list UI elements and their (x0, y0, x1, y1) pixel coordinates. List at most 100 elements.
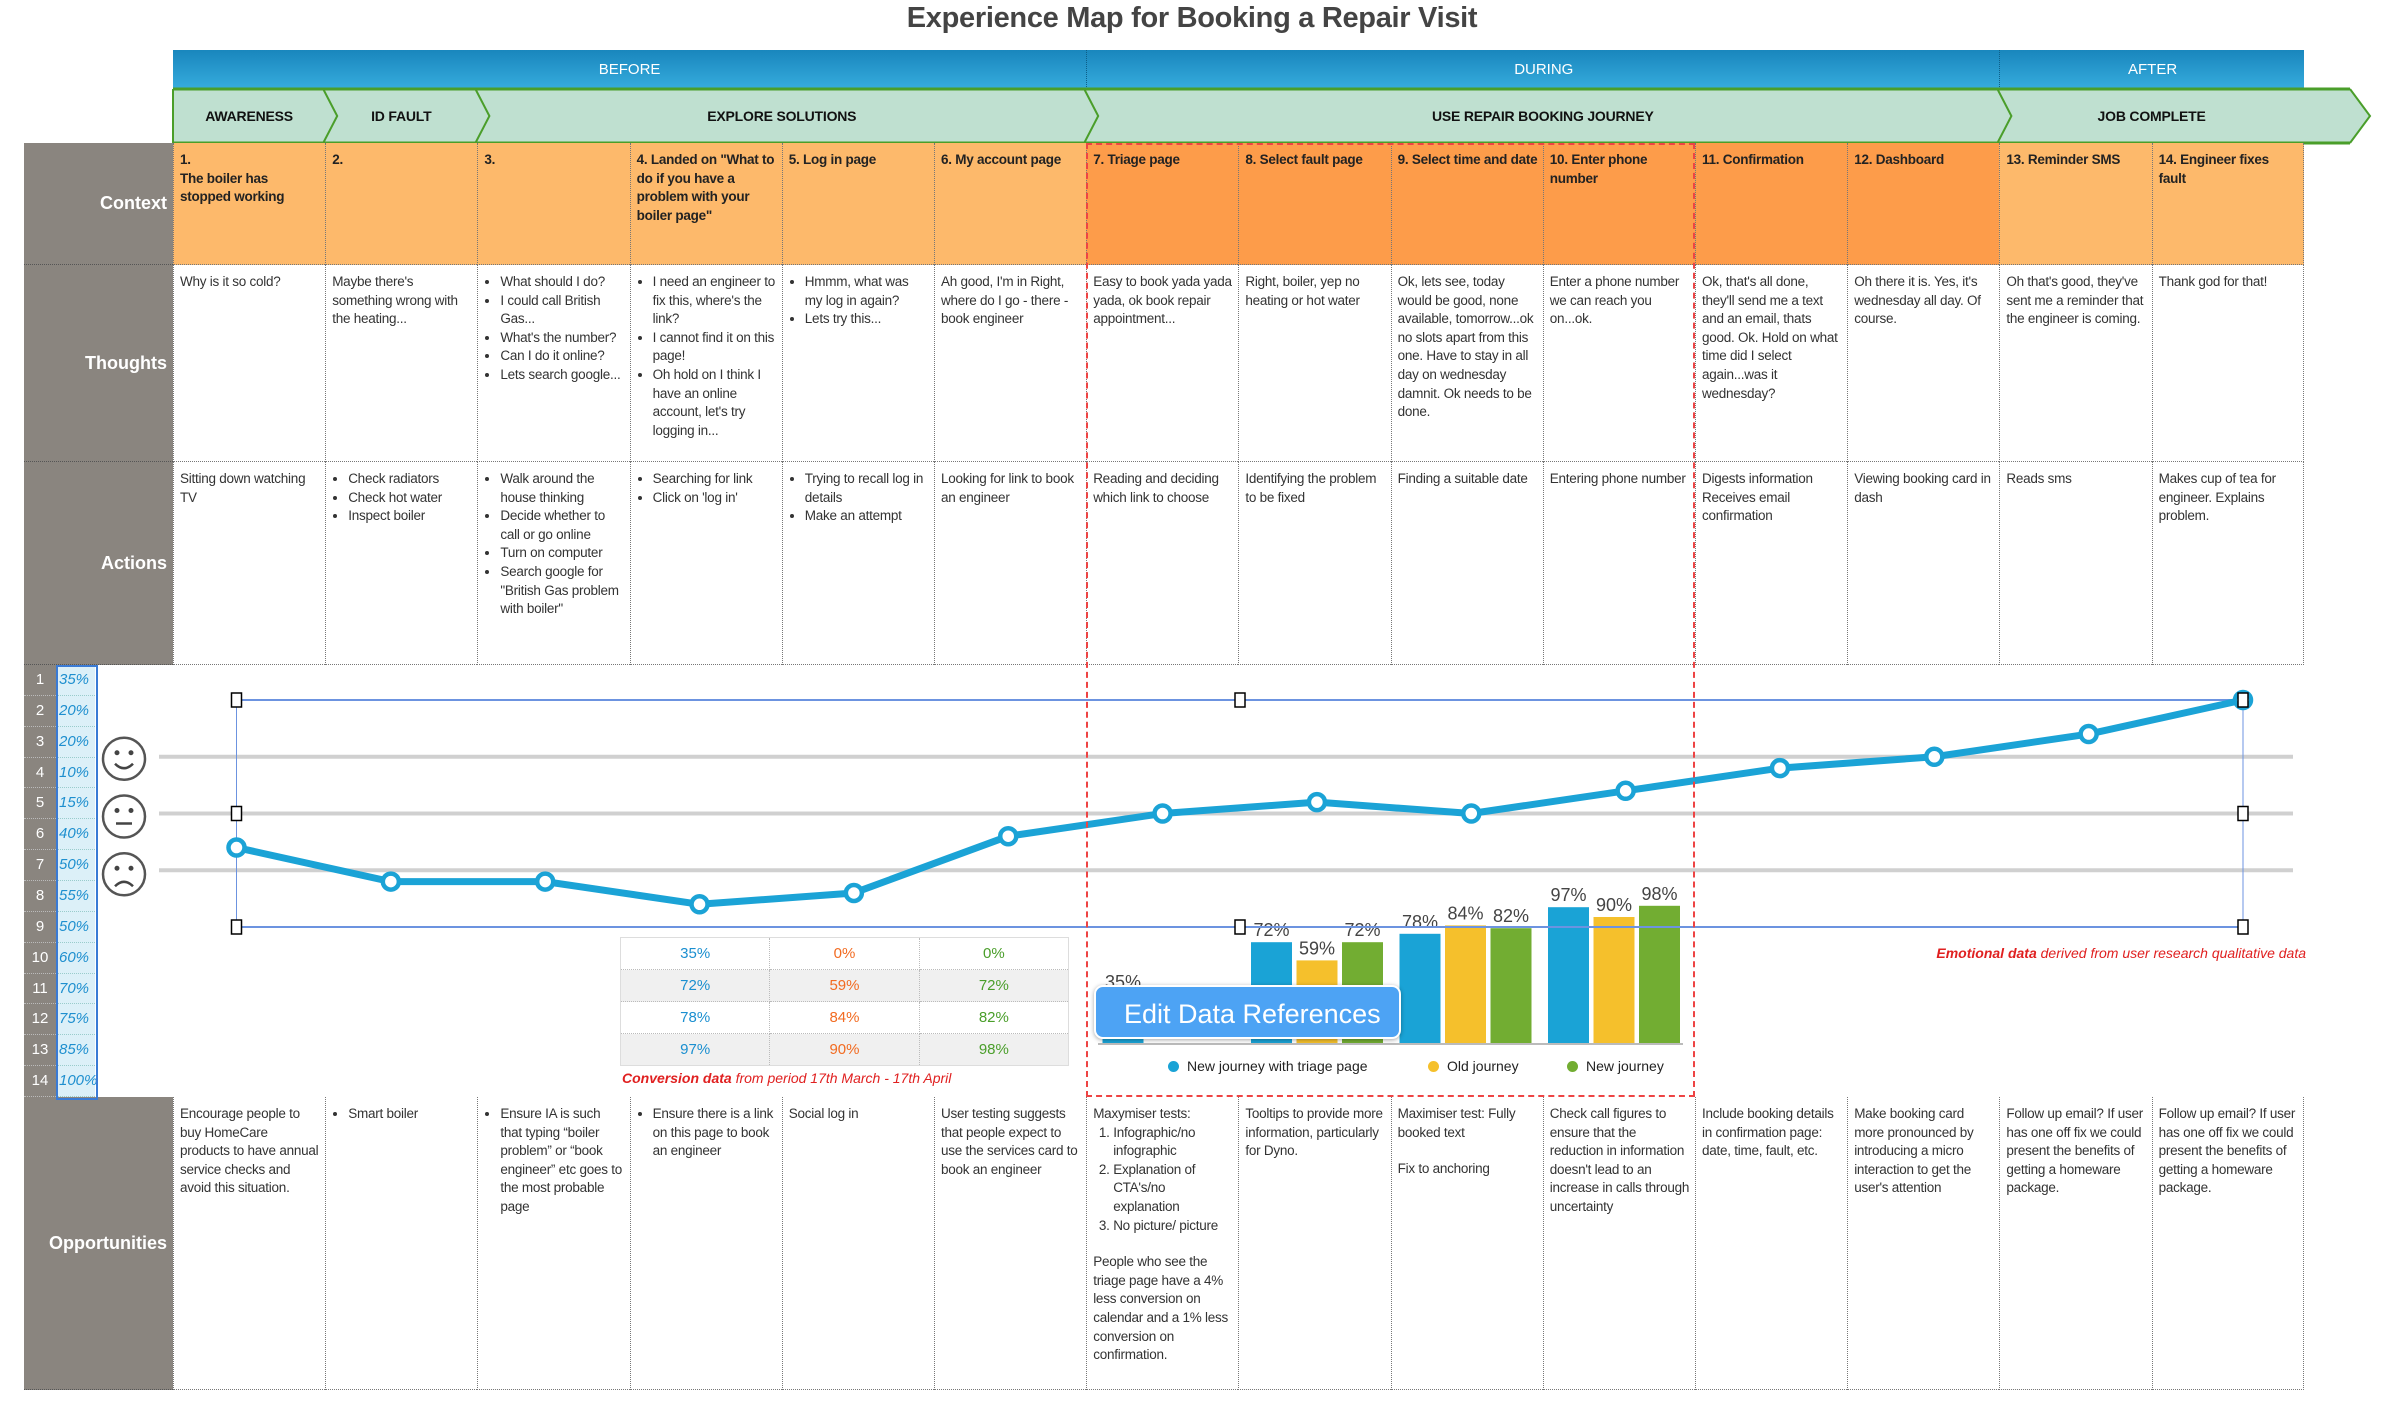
cell-heading: 3. (484, 152, 496, 167)
resize-handle[interactable] (230, 692, 243, 708)
resize-handle[interactable] (1234, 919, 1246, 935)
list-item: I cannot find it on this page! (653, 329, 777, 366)
list-item: Check radiators (348, 470, 472, 489)
bar-9-2 (1445, 925, 1486, 1043)
row-number: 5 (24, 788, 56, 820)
cell-text: Ok, that's all done, they'll send me a t… (1702, 274, 1838, 401)
emotion-point-3 (534, 871, 556, 892)
row-label-opportunities: Opportunities (24, 1097, 173, 1390)
resize-handle[interactable] (2237, 919, 2249, 935)
cell-text: Looking for link to book an engineer (941, 471, 1074, 505)
legend-item: New journey (1567, 1058, 1664, 1074)
row-number: 10 (24, 943, 56, 974)
selected-column-frame[interactable] (56, 665, 98, 1100)
cell-heading: 4. Landed on "What to do if you have a p… (636, 152, 775, 223)
phase-bar: BEFORE DURING AFTER (173, 50, 2304, 89)
opportunities-cell-2: Smart boiler (325, 1097, 478, 1390)
row-number: 4 (24, 758, 56, 789)
emotion-line (235, 696, 2244, 908)
emotion-value-cell[interactable]: 40% (57, 819, 95, 851)
bar-label: 82% (1493, 906, 1529, 926)
cell-text: Reading and deciding which link to choos… (1093, 471, 1219, 505)
legend-label: New journey (1586, 1058, 1664, 1074)
emotion-value-cell[interactable]: 70% (57, 973, 95, 1005)
emotion-value-cell[interactable]: 50% (57, 911, 95, 943)
emotion-value-cell[interactable]: 20% (57, 726, 95, 758)
stage-job-complete: JOB COMPLETE (2097, 108, 2206, 124)
row-number: 8 (24, 881, 56, 912)
context-cell-12: 12. Dashboard (1847, 143, 2000, 265)
row-thoughts: Thoughts Why is it so cold? Maybe there's … (24, 265, 2304, 462)
stage-divider-chevron (322, 88, 339, 144)
bar-label: 72% (1253, 920, 1289, 940)
list-item: Infographic/no infographic (1113, 1124, 1233, 1161)
cell-heading: 7. Triage page (1093, 152, 1180, 167)
thoughts-cell-5: Hmmm, what was my log in again?Lets try … (781, 265, 934, 462)
list-item: Turn on computer (500, 544, 624, 563)
emotion-value-cell[interactable]: 55% (57, 881, 95, 912)
emotion-value-cell[interactable]: 50% (57, 850, 95, 882)
emotion-value-cell[interactable]: 15% (57, 788, 95, 820)
numbered-list: Infographic/no infographicExplanation of… (1093, 1124, 1233, 1236)
cell-heading: 14. Engineer fixes fault (2158, 152, 2270, 186)
opportunities-cell-13: Follow up email? If user has one off fix… (1999, 1097, 2152, 1390)
cell-text: Encourage people to buy HomeCare product… (180, 1106, 319, 1196)
bar-label: 98% (1641, 884, 1677, 904)
cell-text: Fix to anchoring (1397, 1161, 1490, 1177)
opportunities-cell-8: Tooltips to provide more information, pa… (1238, 1097, 1391, 1390)
legend-dot-icon (1567, 1060, 1578, 1072)
conversion-cell: 0% (769, 937, 920, 970)
row-opportunities: Opportunities Encourage people to buy Hom… (24, 1097, 2304, 1390)
bar-10-1 (1548, 907, 1589, 1043)
emotion-value-cell[interactable]: 10% (57, 757, 95, 789)
opportunities-cell-4: Ensure there is a link on this page to b… (629, 1097, 782, 1390)
actions-cell-8: Identifying the problem to be fixed (1238, 462, 1391, 665)
stage-explore-solutions: EXPLORE SOLUTIONS (707, 108, 857, 124)
resize-handle[interactable] (2237, 805, 2249, 822)
emotion-value-cell[interactable]: 60% (57, 942, 95, 974)
stage-end-chevron-line (2349, 88, 2372, 144)
phase-after: AFTER (1999, 50, 2304, 89)
actions-cell-3: Walk around the house thinkingDecide whe… (477, 462, 630, 665)
context-cell-4: 4. Landed on "What to do if you have a p… (629, 143, 782, 265)
list-item: Decide whether to call or go online (500, 507, 624, 544)
context-cell-1: 1. The boiler has stopped working (173, 143, 326, 265)
cell-text: Sitting down watching TV (180, 471, 306, 505)
resize-handle[interactable] (230, 805, 243, 822)
list-item: Searching for link (653, 470, 777, 489)
actions-cell-6: Looking for link to book an engineer (934, 462, 1087, 665)
context-cell-13: 13. Reminder SMS (1999, 143, 2152, 265)
emotion-value-cell[interactable]: 100% (57, 1066, 97, 1098)
cell-text: Reads sms (2006, 471, 2072, 486)
cell-text: Follow up email? If user has one off fix… (2006, 1106, 2143, 1196)
emotion-value-cell[interactable]: 35% (57, 665, 95, 696)
stage-id-fault: ID FAULT (371, 108, 432, 124)
emotion-value-cell[interactable]: 20% (57, 695, 95, 727)
bar-10-2 (1593, 917, 1635, 1043)
stage-awareness: AWARENESS (205, 108, 293, 124)
resize-handle[interactable] (2237, 692, 2249, 708)
opportunities-cell-1: Encourage people to buy HomeCare product… (173, 1097, 326, 1390)
bullet-list: I need an engineer to fix this, where's … (637, 273, 777, 440)
cell-text: People who see the triage page have a 4%… (1093, 1254, 1229, 1363)
emotion-value-cell[interactable]: 85% (57, 1035, 95, 1067)
bar-label: 59% (1299, 938, 1335, 958)
resize-handle[interactable] (230, 919, 243, 935)
emotion-value-cell[interactable]: 75% (57, 1004, 95, 1036)
actions-cell-11: Digests information Receives email confi… (1695, 462, 1848, 665)
thoughts-cell-8: Right, boiler, yep no heating or hot wat… (1238, 265, 1391, 462)
opportunities-cell-14: Follow up email? If user has one off fix… (2151, 1097, 2304, 1390)
thoughts-cell-3: What should I do?I could call British Ga… (477, 265, 630, 462)
stage-background (173, 89, 2304, 143)
conversion-caption-text: from period 17th March - 17th April (731, 1070, 952, 1086)
list-item: Search google for "British Gas problem w… (500, 563, 624, 619)
actions-cell-14: Makes cup of tea for engineer. Explains … (2151, 462, 2304, 665)
bullet-list: Ensure there is a link on this page to b… (637, 1105, 777, 1161)
neutral-face-icon (101, 794, 147, 839)
bullet-list: Check radiatorsCheck hot waterInspect bo… (332, 470, 472, 526)
edit-data-references-button[interactable]: Edit Data References (1094, 985, 1401, 1039)
cell-text: Why is it so cold? (180, 274, 281, 289)
emotion-point-2 (380, 871, 402, 892)
resize-handle[interactable] (1234, 692, 1246, 708)
thoughts-cell-14: Thank god for that! (2151, 265, 2304, 462)
